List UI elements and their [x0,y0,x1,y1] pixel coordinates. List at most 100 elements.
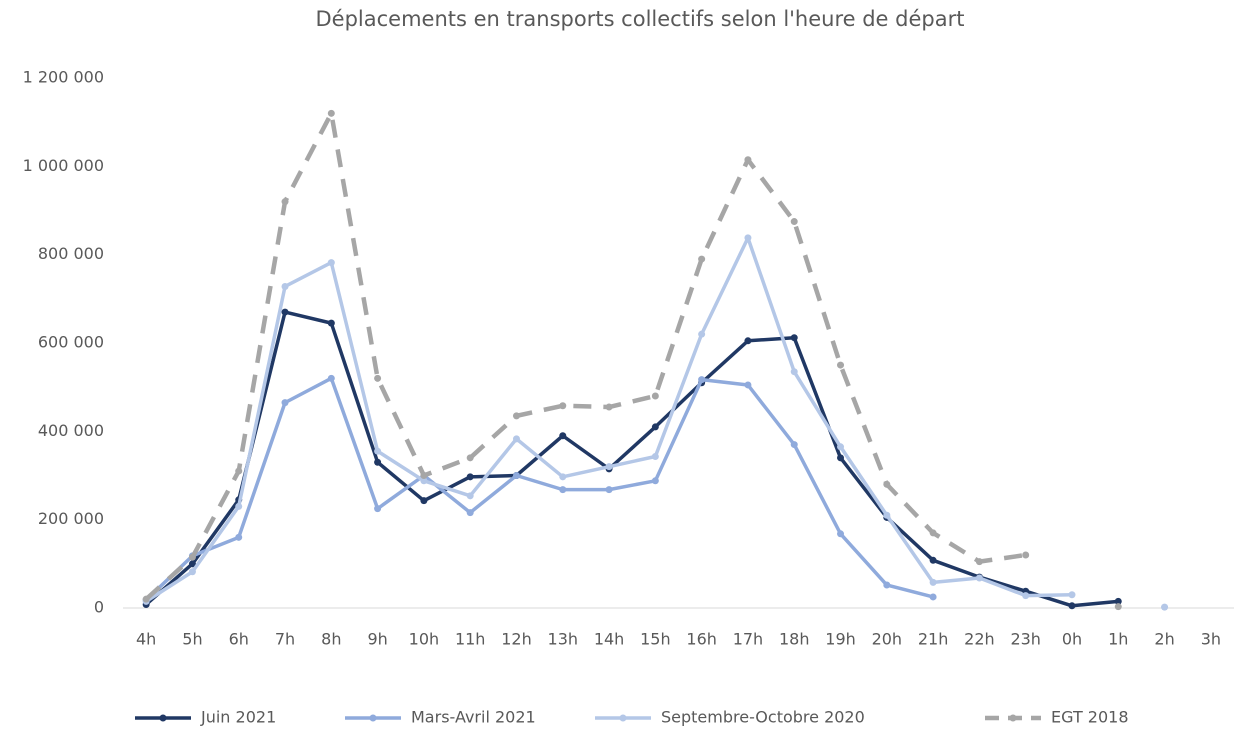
series-point [698,376,706,384]
x-tick-label: 10h [409,630,440,649]
x-tick-label: 20h [872,630,903,649]
series-point [466,509,474,517]
series-point [883,581,891,589]
series-point [929,593,937,601]
x-tick-label: 9h [367,630,387,649]
series-point [1068,591,1076,599]
x-tick-label: 23h [1010,630,1041,649]
x-tick-label: 1h [1108,630,1128,649]
x-tick-label: 22h [964,630,995,649]
series-point [1022,592,1030,600]
x-tick-label: 5h [182,630,202,649]
x-tick-label: 18h [779,630,810,649]
series-point [744,234,752,242]
series-point [698,255,706,263]
series-point [327,259,335,267]
series-point [559,486,567,494]
series-point [188,553,196,561]
series-point [281,308,289,316]
legend-label: Mars-Avril 2021 [411,708,536,727]
series-point [281,399,289,407]
series-point [1161,603,1169,611]
series-point [790,368,798,376]
series-point [883,511,891,519]
series-point [837,454,845,462]
series-point [837,361,845,369]
series-point [512,472,520,479]
series-point [188,568,196,576]
series-point [512,435,520,443]
series-point [466,473,474,481]
x-tick-label: 3h [1201,630,1221,649]
series-point [142,595,150,603]
series-line [146,113,1118,606]
series-point [1068,602,1076,610]
series-point [327,374,335,382]
x-tick-label: 4h [136,630,156,649]
series-point [420,497,428,505]
x-tick-label: 21h [918,630,949,649]
series-point [651,477,659,485]
x-tick-label: 0h [1062,630,1082,649]
series-point [744,381,752,389]
legend-marker [1009,714,1017,722]
x-tick-label: 17h [733,630,764,649]
x-tick-label: 15h [640,630,671,649]
series-point [374,374,382,382]
chart-title: Déplacements en transports collectifs se… [316,7,965,31]
y-tick-label: 0 [94,598,104,617]
series-point [975,574,983,582]
x-tick-label: 12h [501,630,532,649]
series-point [929,578,937,586]
x-tick-label: 14h [594,630,625,649]
series-point [790,441,798,449]
series-point [929,529,937,537]
series-point [975,558,983,566]
series-point [374,447,382,455]
series-point [327,319,335,327]
x-tick-label: 13h [548,630,579,649]
series-point [188,560,196,568]
x-tick-label: 19h [825,630,856,649]
series-point [374,505,382,513]
series-point [235,502,243,510]
x-tick-label: 11h [455,630,486,649]
legend-label: Septembre-Octobre 2020 [661,708,865,727]
series-line [144,310,1119,608]
series-point [235,533,243,541]
series-point [466,454,474,462]
series-point [883,480,891,488]
x-tick-label: 7h [275,630,295,649]
series-point [466,492,474,500]
series-point [281,282,289,290]
y-tick-label: 600 000 [38,333,104,352]
series-point [327,109,335,117]
y-tick-label: 1 000 000 [23,156,104,175]
x-tick-label: 2h [1154,630,1174,649]
series-point [744,337,752,345]
series-point [559,402,567,410]
series-point [605,463,613,471]
x-tick-label: 6h [229,630,249,649]
series-point [605,403,613,411]
y-tick-label: 1 200 000 [23,68,104,87]
series-point [1114,603,1122,611]
y-tick-label: 200 000 [38,509,104,528]
series-point [837,530,845,538]
series-point [1114,597,1122,605]
series-point [790,334,798,342]
y-tick-label: 400 000 [38,421,104,440]
legend-label: Juin 2021 [200,708,276,727]
series-point [420,472,428,479]
series-point [559,473,567,481]
series-point [281,198,289,206]
series-point [790,218,798,226]
series-point [651,423,659,431]
series-line [144,376,934,602]
legend-marker [619,714,627,722]
series-point [837,443,845,451]
x-tick-label: 8h [321,630,341,649]
series-point [651,392,659,400]
series-point [1022,551,1030,559]
